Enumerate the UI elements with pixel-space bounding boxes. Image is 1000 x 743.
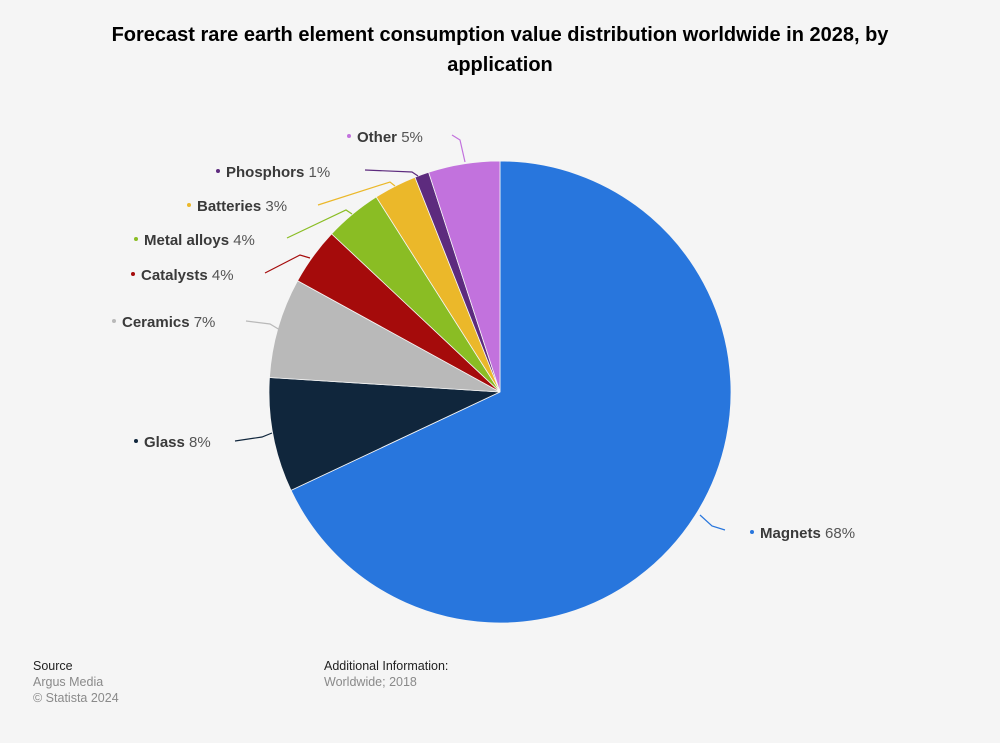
legend-dot-icon <box>112 319 116 324</box>
legend-dot-icon <box>750 530 754 535</box>
label-name: Magnets <box>760 525 821 542</box>
leader-line <box>699 514 726 531</box>
label-value: 5% <box>401 129 423 146</box>
leader-line <box>364 169 419 177</box>
data-label: Batteries 3% <box>187 198 287 216</box>
legend-dot-icon <box>134 237 138 242</box>
leader-line <box>245 320 281 331</box>
pie-slice-glass[interactable] <box>268 377 501 491</box>
copyright: © Statista 2024 <box>33 691 119 705</box>
source-block: Source Argus Media © Statista 2024 <box>33 658 119 706</box>
legend-dot-icon <box>187 203 191 208</box>
pie-slice-ceramics[interactable] <box>269 280 501 393</box>
label-name: Catalysts <box>141 267 208 284</box>
leader-line <box>234 432 273 442</box>
label-name: Other <box>357 129 398 146</box>
legend-dot-icon <box>347 134 351 139</box>
label-value: 7% <box>193 314 216 331</box>
label-name: Batteries <box>197 198 262 215</box>
source-heading: Source <box>33 659 73 673</box>
label-name: Glass <box>144 434 185 451</box>
pie-slice-magnets[interactable] <box>290 160 732 624</box>
leader-line <box>264 254 311 274</box>
data-label: Magnets 68% <box>750 525 855 543</box>
leader-line <box>317 181 396 206</box>
data-label: Other 5% <box>347 129 423 147</box>
additional-info-heading[interactable]: Additional Information: <box>324 659 449 673</box>
label-name: Phosphors <box>226 164 305 181</box>
label-name: Ceramics <box>122 314 190 331</box>
label-value: 8% <box>189 434 211 451</box>
legend-dot-icon <box>131 272 135 277</box>
data-label: Catalysts 4% <box>131 267 234 285</box>
label-value: 4% <box>211 267 234 284</box>
leader-line <box>451 134 466 163</box>
legend-dot-icon <box>134 439 138 444</box>
data-label: Glass 8% <box>134 434 211 452</box>
legend-dot-icon <box>216 169 220 174</box>
label-value: 4% <box>233 232 255 249</box>
additional-info-text: Worldwide; 2018 <box>324 675 417 689</box>
data-label: Ceramics 7% <box>112 314 215 332</box>
pie-slice-other[interactable] <box>428 160 501 393</box>
data-label: Metal alloys 4% <box>134 232 255 250</box>
label-value: 1% <box>308 164 331 181</box>
leader-line <box>286 209 353 239</box>
label-value: 68% <box>825 525 856 542</box>
source-name[interactable]: Argus Media <box>33 675 104 689</box>
label-name: Metal alloys <box>144 232 230 249</box>
label-value: 3% <box>265 198 288 215</box>
chart-title: Forecast rare earth element consumption … <box>111 24 889 76</box>
data-label: Phosphors 1% <box>216 164 330 182</box>
additional-info-block: Additional Information: Worldwide; 2018 <box>324 658 448 690</box>
